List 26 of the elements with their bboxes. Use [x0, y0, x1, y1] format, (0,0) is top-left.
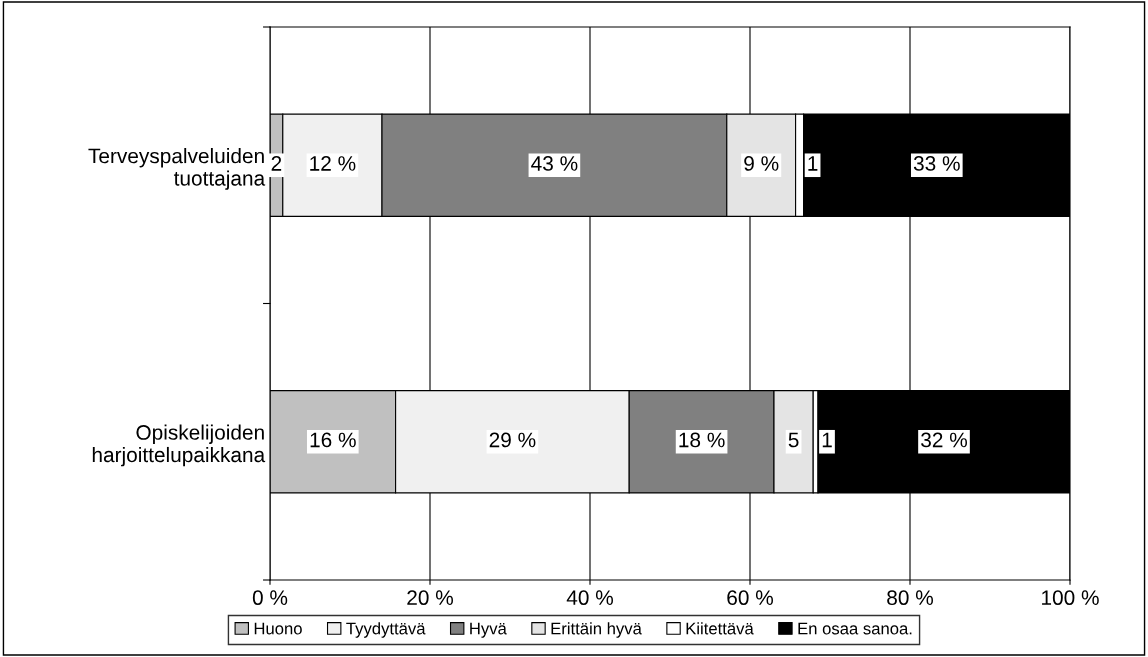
data-label: 1 — [808, 156, 818, 171]
data-label: 18 % — [679, 432, 725, 448]
legend-label: En osaa sanoa. — [798, 622, 912, 635]
x-tick-label: 0 % — [252, 590, 288, 606]
data-label: 9 % — [744, 156, 779, 171]
data-label: 43 % — [531, 156, 578, 171]
x-tick-label: 60 % — [727, 590, 773, 606]
data-label: 16 % — [310, 432, 356, 448]
data-label: 1 — [822, 432, 832, 448]
legend-label: Tyydyttävä — [346, 622, 426, 638]
y-tick-label: Terveyspalveluiden tuottajana — [88, 147, 266, 190]
data-label: 5 — [788, 432, 799, 448]
x-tick-label: 80 % — [887, 590, 933, 606]
data-label: 12 % — [310, 156, 356, 171]
data-label: 33 % — [913, 156, 960, 171]
y-tick-label: Opiskelijoiden harjoittelupaikkana — [92, 424, 266, 467]
legend-label: Huono — [254, 622, 302, 635]
legend-label: Kiitettävä — [686, 622, 754, 635]
data-label: 29 % — [489, 432, 536, 448]
x-tick-label: 40 % — [566, 590, 613, 606]
legend-label: Erittäin hyvä — [551, 622, 642, 638]
legend-label: Hyvä — [470, 622, 507, 638]
x-tick-label: 20 % — [407, 590, 453, 606]
data-label: 32 % — [921, 432, 967, 448]
data-label: 2 — [271, 156, 282, 171]
x-tick-label: 100 % — [1042, 590, 1099, 606]
